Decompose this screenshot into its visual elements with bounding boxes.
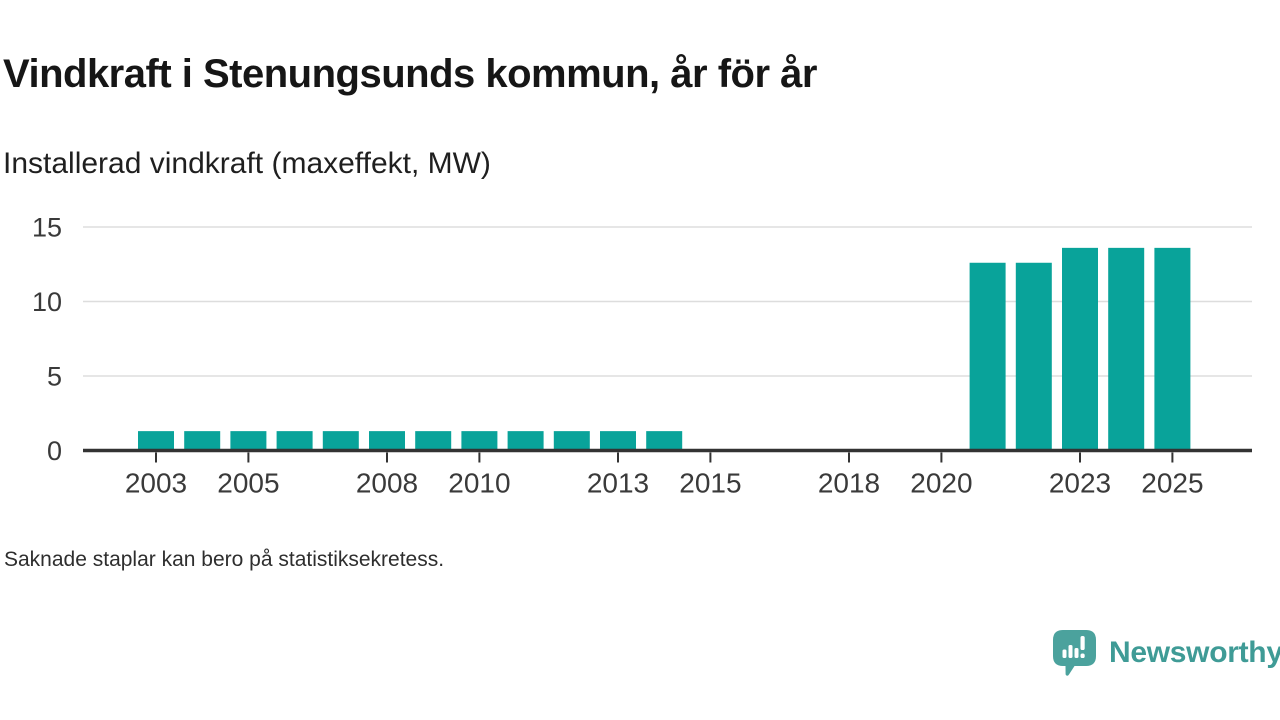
- newsworthy-logo: Newsworthy: [1052, 628, 1280, 678]
- bar-2009: [415, 431, 452, 451]
- x-tick-label-2018: 2018: [818, 468, 880, 499]
- x-tick-label-2005: 2005: [217, 468, 279, 499]
- bar-2005: [230, 431, 267, 451]
- bar-2004: [184, 431, 221, 451]
- bar-2022: [1015, 262, 1052, 451]
- y-tick-label-15: 15: [32, 213, 62, 243]
- bar-2003: [138, 431, 174, 451]
- x-tick-label-2020: 2020: [910, 468, 972, 499]
- bar-2023: [1062, 247, 1098, 451]
- bar-2025: [1154, 247, 1191, 451]
- bar-2008: [369, 431, 405, 451]
- page-subtitle: Installerad vindkraft (maxeffekt, MW): [3, 147, 491, 180]
- bar-2013: [600, 431, 636, 451]
- bar-2021: [969, 262, 1006, 451]
- x-tick-label-2015: 2015: [679, 468, 741, 499]
- bar-2012: [553, 431, 590, 451]
- page-title: Vindkraft i Stenungsunds kommun, år för …: [3, 52, 817, 96]
- x-tick-label-2023: 2023: [1049, 468, 1111, 499]
- bar-chart-canvas: 0 5 10 15 2003 2005 2008 2010 2013 2015 2018 2020 20…: [32, 213, 1252, 499]
- newsworthy-bubble-icon: [1053, 630, 1096, 676]
- x-tick-label-2008: 2008: [356, 468, 418, 499]
- bar-2024: [1108, 247, 1145, 451]
- y-tick-label-0: 0: [47, 436, 62, 466]
- bar-2011: [507, 431, 544, 451]
- bar-2007: [322, 431, 359, 451]
- y-tick-label-10: 10: [32, 287, 62, 317]
- x-tick-label-2010: 2010: [448, 468, 510, 499]
- x-tick-label-2013: 2013: [587, 468, 649, 499]
- x-tick-label-2003: 2003: [125, 468, 187, 499]
- footnote: Saknade staplar kan bero på statistiksek…: [4, 548, 445, 571]
- bar-2006: [276, 431, 313, 451]
- newsworthy-wordmark: Newsworthy: [1109, 636, 1280, 669]
- bar-2014: [646, 431, 683, 451]
- bar-chart: 0 5 10 15 2003 2005 2008 2010 2013 2015 2018 2020 20…: [0, 200, 1280, 510]
- x-tick-label-2025: 2025: [1141, 468, 1203, 499]
- y-tick-label-5: 5: [47, 362, 62, 392]
- bar-2010: [461, 431, 498, 451]
